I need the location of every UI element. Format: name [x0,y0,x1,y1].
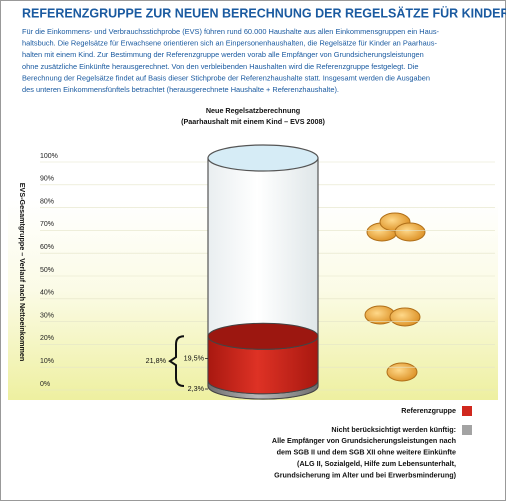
segment-top [207,322,319,350]
y-tick-label: 30% [40,312,54,319]
legend-swatch [462,425,472,435]
intro-line: Für die Einkommens- und Verbrauchsstichp… [22,27,440,36]
chart-subtitle: (Paarhaushalt mit einem Kind – EVS 2008) [181,117,325,126]
y-axis-label: EVS-Gesamtgruppe – Verlauf nach Nettoein… [18,183,27,362]
y-tick-label: 60% [40,244,54,251]
total-label: 21,8% [146,356,167,365]
legend-note: (ALG II, Sozialgeld, Hilfe zum Lebensunt… [297,459,456,468]
y-tick-label: 40% [40,290,54,297]
chart-title: Neue Regelsatzberechnung [206,106,300,115]
intro-line: ohne zusätzliche Einkünfte herausgerechn… [22,62,418,71]
legend-label: Nicht berücksichtigt werden künftig: [331,425,456,434]
legend-note: dem SGB II und dem SGB XII ohne weitere … [277,447,456,456]
legend-label: Referenzgruppe [401,406,456,415]
total-bracket [168,335,185,387]
cylinder-top [207,144,319,172]
legend-note: Grundsicherung im Alter und bei Erwerbsm… [274,470,456,479]
legend-note: Alle Empfänger von Grundsicherungsleistu… [272,436,456,445]
page-title: REFERENZGRUPPE ZUR NEUEN BERECHNUNG DER … [22,5,506,20]
intro-line: Berechnung der Regelsätze findet auf Bas… [22,73,430,82]
intro-line: halten mit einem Kind. Zur Bestimmung de… [22,50,424,59]
y-tick-label: 0% [40,381,50,388]
value-label: 19,5% [184,353,205,362]
y-tick-label: 100% [40,153,58,160]
y-tick-label: 80% [40,198,54,205]
value-label: 2,3% [188,384,205,393]
y-tick-label: 50% [40,267,54,274]
y-tick-label: 10% [40,358,54,365]
intro-line: des unteren Einkommensfünftels betrachte… [22,85,339,94]
intro-line: haltsbuch. Die Regelsätze für Erwachsene… [22,39,437,48]
y-tick-label: 70% [40,221,54,228]
y-tick-label: 20% [40,335,54,342]
legend-swatch [462,406,472,416]
y-tick-label: 90% [40,176,54,183]
